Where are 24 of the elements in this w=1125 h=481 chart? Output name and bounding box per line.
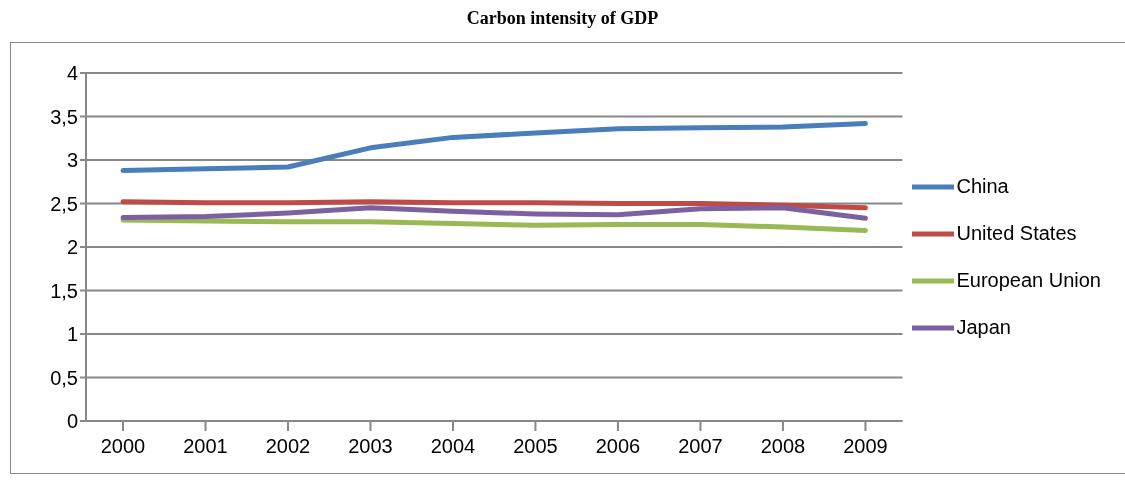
x-tick-label: 2001 [183,435,228,458]
legend-label: China [956,175,1009,198]
x-tick-label: 2007 [678,435,723,458]
y-tick-label: 3,5 [50,105,78,128]
y-tick-label: 3 [66,149,78,172]
y-tick-label: 0,5 [50,366,78,389]
y-tick-label: 1,5 [50,279,78,302]
legend-label: United States [956,222,1077,245]
y-tick-label: 2,5 [50,192,78,215]
x-tick-label: 2006 [595,435,641,458]
y-tick-label: 2 [66,236,78,259]
x-tick-label: 2003 [348,435,393,458]
x-tick-label: 2000 [100,435,146,458]
y-tick-label: 0 [66,410,78,433]
x-tick-label: 2008 [760,435,806,458]
y-tick-label: 4 [66,62,78,85]
y-tick-label: 1 [66,323,78,346]
legend-label: European Union [956,269,1101,292]
chart-title: Carbon intensity of GDP [465,8,660,30]
legend-label: Japan [956,316,1011,339]
x-tick-label: 2005 [513,435,558,458]
x-tick-label: 2004 [430,435,476,458]
x-tick-label: 2009 [843,435,888,458]
x-tick-label: 2002 [265,435,311,458]
